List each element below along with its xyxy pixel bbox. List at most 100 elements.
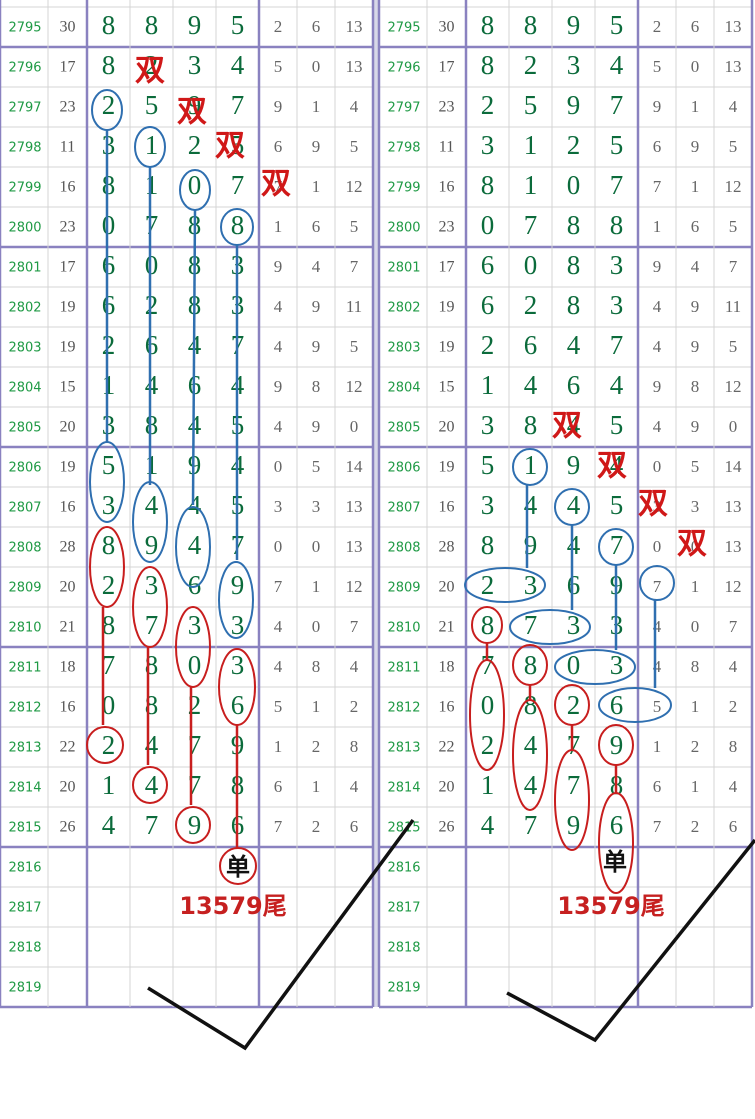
cell: 20 xyxy=(60,419,76,436)
cell: 6 xyxy=(145,330,159,360)
cell: 2802 xyxy=(8,301,41,316)
cell: 8 xyxy=(350,737,359,756)
cell: 2819 xyxy=(8,981,41,996)
cell: 7 xyxy=(274,577,283,596)
cell: 3 xyxy=(231,650,245,680)
cell: 4 xyxy=(188,530,202,560)
cell: 4 xyxy=(312,257,321,276)
cell: 2 xyxy=(567,690,581,720)
cell: 4 xyxy=(610,370,624,400)
cell: 9 xyxy=(312,417,321,436)
cell: 8 xyxy=(102,530,116,560)
cell: 2807 xyxy=(387,501,420,516)
circle-mark xyxy=(639,565,675,601)
cell: 13 xyxy=(346,57,363,76)
cell: 1 xyxy=(145,170,159,200)
cell: 7 xyxy=(653,177,662,196)
cell: 5 xyxy=(691,457,700,476)
cell: 6 xyxy=(729,817,738,836)
cell: 8 xyxy=(481,530,495,560)
cell: 4 xyxy=(653,617,662,636)
cell: 1 xyxy=(102,370,116,400)
cell: 7 xyxy=(653,577,662,596)
cell: 4 xyxy=(567,410,581,440)
cell: 8 xyxy=(524,410,538,440)
cell: 8 xyxy=(524,690,538,720)
cell: 6 xyxy=(188,570,202,600)
cell: 6 xyxy=(350,817,359,836)
cell: 3 xyxy=(274,497,283,516)
cell: 17 xyxy=(439,259,455,276)
cell: 22 xyxy=(60,739,76,756)
cell: 2810 xyxy=(8,621,41,636)
cell: 12 xyxy=(725,177,742,196)
cell: 5 xyxy=(102,450,116,480)
cell: 12 xyxy=(725,377,742,396)
cell: 3 xyxy=(481,130,495,160)
cell: 5 xyxy=(231,10,245,40)
cell: 6 xyxy=(274,777,283,796)
cell: 8 xyxy=(102,10,116,40)
link-line xyxy=(191,209,197,506)
cell: 0 xyxy=(274,457,283,476)
cell: 28 xyxy=(60,539,76,556)
cell: 2817 xyxy=(387,901,420,916)
annotation-text: 双 xyxy=(215,129,245,164)
cell: 12 xyxy=(346,577,363,596)
cell: 20 xyxy=(60,779,76,796)
cell: 15 xyxy=(439,379,455,396)
cell: 2798 xyxy=(387,141,420,156)
cell: 2 xyxy=(102,330,116,360)
cell: 4 xyxy=(231,50,245,80)
cell: 4 xyxy=(610,50,624,80)
cell: 8 xyxy=(481,170,495,200)
cell: 1 xyxy=(312,577,321,596)
cell: 2814 xyxy=(8,781,41,796)
cell: 9 xyxy=(653,97,662,116)
cell: 5 xyxy=(653,697,662,716)
cell: 4 xyxy=(481,810,495,840)
cell: 9 xyxy=(567,450,581,480)
cell: 16 xyxy=(439,699,455,716)
cell: 0 xyxy=(350,417,359,436)
cell: 6 xyxy=(653,137,662,156)
cell: 9 xyxy=(274,97,283,116)
cell: 0 xyxy=(102,690,116,720)
cell: 3 xyxy=(481,490,495,520)
cell: 11 xyxy=(346,297,362,316)
cell: 6 xyxy=(274,137,283,156)
cell: 11 xyxy=(60,139,75,156)
circle-mark xyxy=(512,448,548,486)
cell: 2800 xyxy=(387,221,420,236)
cell: 1 xyxy=(691,177,700,196)
cell: 4 xyxy=(729,97,738,116)
cell: 19 xyxy=(60,459,76,476)
cell: 2801 xyxy=(387,261,420,276)
cell: 2805 xyxy=(8,421,41,436)
cell: 8 xyxy=(729,737,738,756)
cell: 7 xyxy=(610,530,624,560)
cell: 17 xyxy=(439,59,455,76)
cell: 5 xyxy=(610,10,624,40)
annotation-text: 13579尾 xyxy=(179,892,287,920)
cell: 6 xyxy=(102,290,116,320)
cell: 4 xyxy=(274,657,283,676)
cell: 2 xyxy=(653,17,662,36)
cell: 9 xyxy=(567,810,581,840)
circle-mark xyxy=(86,726,124,764)
cell: 2797 xyxy=(387,101,420,116)
annotation-text: 双 xyxy=(135,54,165,89)
cell: 2801 xyxy=(8,261,41,276)
cell: 4 xyxy=(145,770,159,800)
cell: 1 xyxy=(145,130,159,160)
cell: 3 xyxy=(610,290,624,320)
cell: 9 xyxy=(274,257,283,276)
cell: 19 xyxy=(60,339,76,356)
cell: 5 xyxy=(610,410,624,440)
cell: 1 xyxy=(312,177,321,196)
cell: 7 xyxy=(567,730,581,760)
cell: 23 xyxy=(60,99,76,116)
cell: 7 xyxy=(653,817,662,836)
